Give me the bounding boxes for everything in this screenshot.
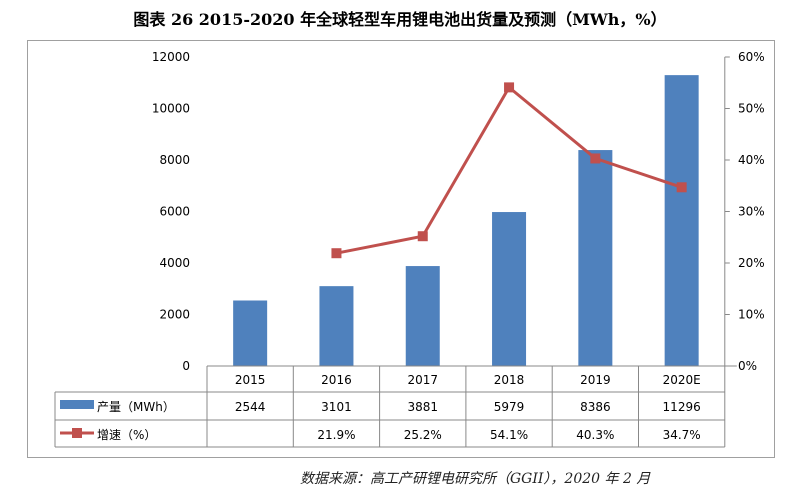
right-axis-tick-label: 0%: [738, 359, 757, 373]
left-axis-tick-label: 8000: [159, 153, 190, 167]
right-axis-tick-label: 50%: [738, 102, 765, 116]
right-axis-tick-label: 40%: [738, 153, 765, 167]
bar-value-label: 3881: [407, 400, 438, 414]
bar-2018: [492, 212, 527, 366]
chart-title: 图表 26 2015-2020 年全球轻型车用锂电池出货量及预测（MWh，%）: [133, 10, 667, 29]
left-axis-tick-label: 6000: [159, 205, 190, 219]
legend-bar-label: 产量（MWh）: [97, 400, 175, 414]
right-axis-tick-label: 60%: [738, 50, 765, 64]
bar-2015: [233, 300, 268, 366]
growth-marker-2018: [504, 82, 515, 93]
bar-value-label: 2544: [235, 400, 266, 414]
growth-value-label: 34.7%: [663, 428, 701, 442]
bar-value-label: 3101: [321, 400, 352, 414]
growth-value-label: 25.2%: [404, 428, 442, 442]
left-axis-tick-label: 10000: [152, 102, 190, 116]
growth-value-label: 54.1%: [490, 428, 528, 442]
right-axis-tick-label: 20%: [738, 256, 765, 270]
category-label: 2018: [494, 373, 525, 387]
right-axis-tick-label: 30%: [738, 205, 765, 219]
left-axis-tick-label: 4000: [159, 256, 190, 270]
growth-marker-2017: [417, 231, 428, 242]
growth-marker-2020E: [676, 182, 687, 193]
growth-value-label: 40.3%: [576, 428, 614, 442]
bar-value-label: 11296: [663, 400, 701, 414]
legend-bar-key: [60, 400, 94, 409]
bar-2019: [578, 150, 613, 366]
category-label: 2017: [407, 373, 438, 387]
growth-value-label: 21.9%: [317, 428, 355, 442]
chart-frame: [27, 40, 775, 458]
left-axis-tick-label: 2000: [159, 308, 190, 322]
source-note: 数据来源：高工产研锂电研究所（GGII），2020 年 2 月: [300, 471, 651, 487]
category-label: 2015: [235, 373, 266, 387]
growth-marker-2016: [331, 248, 342, 259]
legend-line-marker: [72, 428, 82, 438]
bar-2016: [319, 286, 354, 366]
category-label: 2016: [321, 373, 352, 387]
growth-marker-2019: [590, 153, 601, 164]
category-label: 2020E: [663, 373, 701, 387]
legend-line-label: 增速（%）: [97, 428, 156, 442]
right-axis-tick-label: 10%: [738, 308, 765, 322]
left-axis-tick-label: 12000: [152, 50, 190, 64]
bar-value-label: 5979: [494, 400, 525, 414]
category-label: 2019: [580, 373, 611, 387]
bar-value-label: 8386: [580, 400, 611, 414]
bar-2020E: [664, 75, 699, 367]
bar-2017: [405, 266, 440, 366]
left-axis-tick-label: 0: [182, 359, 190, 373]
